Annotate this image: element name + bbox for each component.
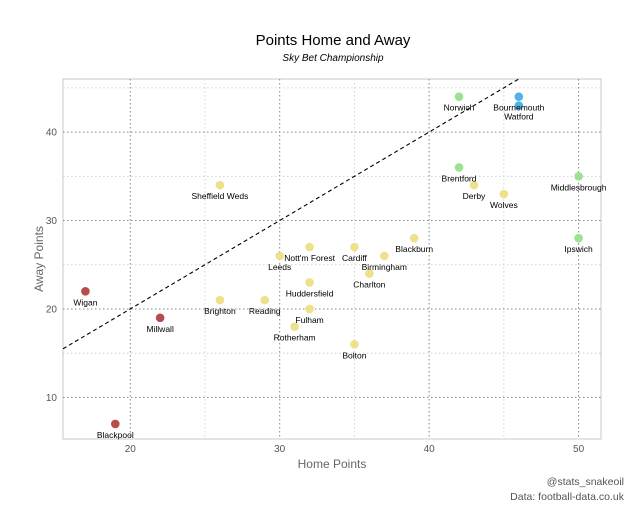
point-label: Norwich (444, 103, 475, 113)
x-tick-label: 20 (125, 444, 137, 455)
data-point (81, 286, 90, 296)
data-point (365, 269, 374, 278)
data-points (81, 92, 583, 429)
data-point (469, 180, 479, 190)
point-label: Cardiff (342, 253, 368, 263)
data-point (260, 295, 270, 305)
data-point (350, 340, 359, 349)
reference-line (62, 78, 520, 350)
data-point (499, 189, 509, 199)
point-label: Charlton (353, 280, 385, 290)
point-label: Wigan (73, 297, 97, 307)
x-axis-title: Home Points (298, 457, 367, 471)
twitter-handle: @stats_snakeoil (547, 476, 624, 488)
point-label: Rotherham (274, 333, 316, 343)
y-axis-title: Away Points (32, 226, 46, 292)
point-label: Wolves (490, 200, 518, 210)
data-point (305, 304, 314, 314)
y-tick-label: 20 (46, 304, 58, 315)
point-label: Bournemouth (493, 103, 544, 113)
data-point (155, 313, 165, 323)
x-tick-label: 40 (424, 444, 436, 455)
x-tick-label: 30 (274, 444, 286, 455)
axis-ticks: 20 30 40 50 10 20 30 40 (46, 128, 585, 455)
grid-lines (63, 79, 601, 439)
point-label: Derby (463, 191, 486, 201)
data-point (514, 101, 524, 110)
data-point (305, 278, 314, 287)
chart-title: Points Home and Away (256, 32, 411, 49)
data-point (215, 295, 225, 305)
point-label: Brighton (204, 306, 236, 316)
point-label: Blackpool (97, 430, 134, 440)
data-point (305, 242, 314, 252)
point-label: Reading (249, 306, 281, 316)
point-label: Sheffield Weds (191, 191, 248, 201)
x-tick-label: 50 (573, 444, 585, 455)
point-label: Ipswich (564, 244, 593, 254)
point-label: Watford (504, 112, 534, 122)
data-point (290, 322, 299, 331)
point-label: Blackburn (395, 244, 433, 254)
point-label: Fulham (295, 315, 323, 325)
point-label: Bolton (342, 350, 366, 360)
reference-line-group (62, 78, 520, 350)
data-point (454, 163, 464, 172)
data-point (380, 251, 389, 261)
data-point (409, 233, 419, 243)
data-point (514, 92, 524, 101)
point-label: Millwall (146, 324, 174, 334)
data-point (111, 419, 120, 429)
plot-panel (62, 78, 602, 440)
chart-subtitle: Sky Bet Championship (282, 53, 384, 64)
point-label: Middlesbrough (551, 182, 607, 192)
data-point (454, 92, 464, 101)
data-point (574, 233, 583, 243)
data-source: Data: football-data.co.uk (510, 491, 625, 503)
point-label: Brentford (442, 173, 477, 183)
y-tick-label: 30 (46, 216, 58, 227)
point-label: Nott'm Forest (284, 253, 335, 263)
y-tick-label: 10 (46, 393, 58, 404)
point-label: Leeds (268, 262, 291, 272)
y-tick-label: 40 (46, 128, 58, 139)
data-point (215, 180, 225, 190)
data-point (574, 171, 583, 181)
data-point (350, 242, 359, 252)
data-point (275, 251, 284, 261)
point-label: Birmingham (362, 262, 407, 272)
point-label: Huddersfield (286, 288, 334, 298)
